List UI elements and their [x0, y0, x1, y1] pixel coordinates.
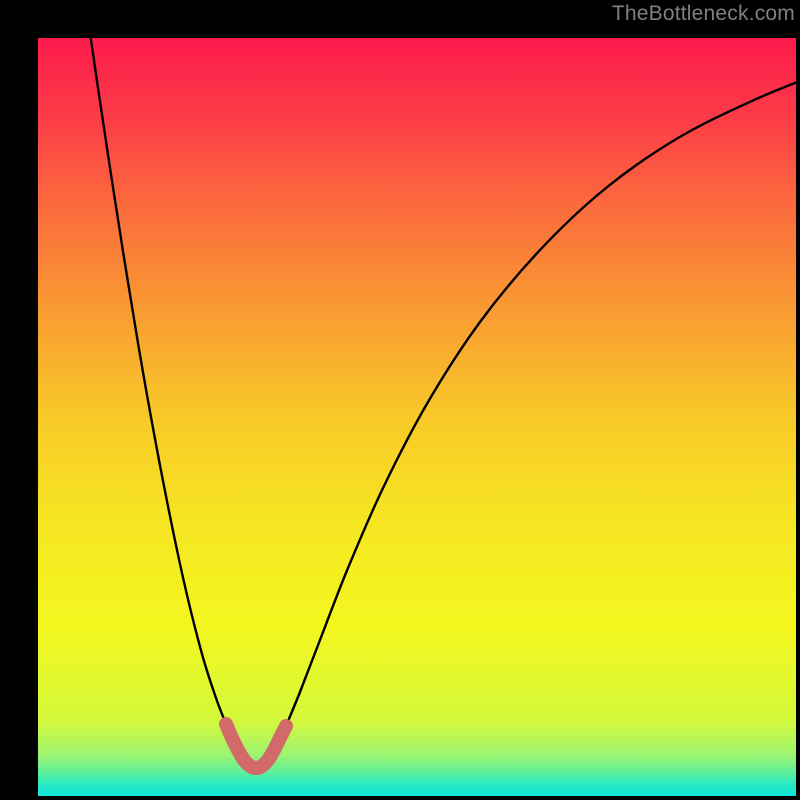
gradient-background	[38, 38, 796, 796]
plot-area	[38, 38, 796, 796]
watermark-text: TheBottleneck.com	[612, 2, 795, 26]
